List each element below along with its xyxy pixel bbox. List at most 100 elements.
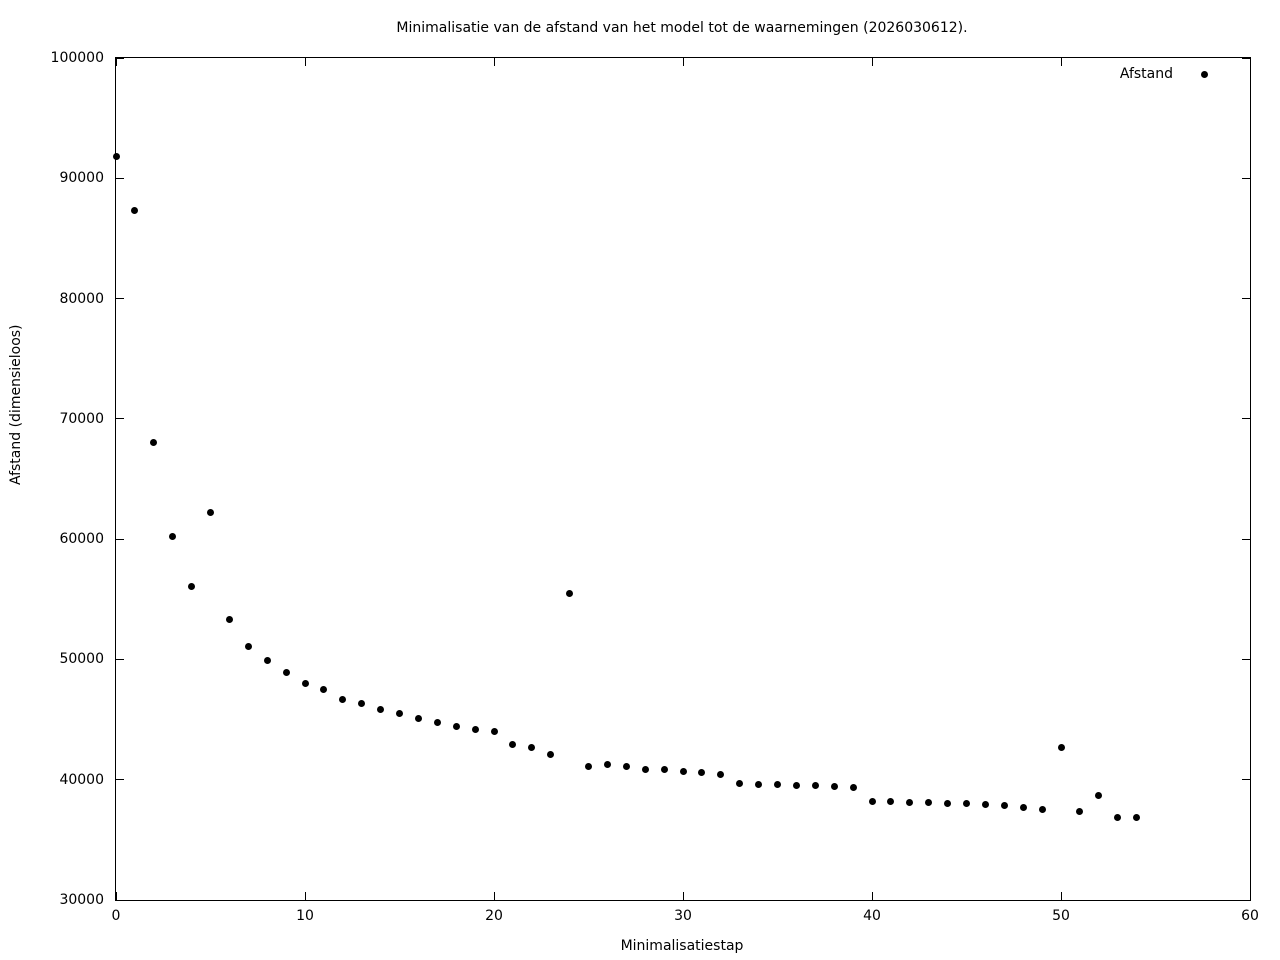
y-tick-label: 100000 [50,50,104,66]
y-tick-mark [116,658,124,660]
legend-label: Afstand [1119,66,1173,82]
data-point [358,700,366,708]
y-tick-mark-mirror [1242,298,1250,300]
data-point [490,728,498,736]
y-tick-mark [116,538,124,540]
data-point [244,642,252,650]
x-tick-mark [115,892,117,900]
y-tick-mark-mirror [1242,779,1250,781]
y-tick-label: 40000 [59,771,104,788]
x-tick-label: 20 [485,908,503,924]
data-point [301,679,309,687]
data-point [906,799,914,807]
data-point [131,207,139,215]
y-tick-mark-mirror [1242,177,1250,179]
data-point [150,439,158,447]
data-point [1133,813,1141,821]
x-tick-mark-mirror [1060,58,1062,66]
x-tick-mark-mirror [115,58,117,66]
data-point [1019,804,1027,812]
data-point [755,781,763,789]
y-tick-label: 90000 [59,170,104,187]
data-point [622,763,630,771]
y-tick-label: 70000 [59,410,104,427]
data-point [717,771,725,779]
x-tick-mark [1060,892,1062,900]
x-tick-label: 0 [111,908,121,924]
x-tick-mark-mirror [493,58,495,66]
y-tick-mark-mirror [1242,418,1250,420]
data-point [641,765,649,773]
data-point [736,780,744,788]
y-tick-label: 60000 [59,531,104,548]
data-point [433,719,441,727]
y-axis-label: Afstand (dimensieloos) [8,324,24,485]
data-point [188,582,196,590]
plot-area: Afstand 0 10 20 30 40 50 60 30000 40000 50000 6000… [51,50,1259,924]
x-tick-label: 10 [296,908,314,924]
data-point [811,782,819,790]
data-point [1095,792,1103,800]
data-point [414,714,422,722]
data-point [282,669,290,677]
y-tick-label: 50000 [59,651,104,668]
y-tick-mark-mirror [1242,57,1250,59]
data-point [792,781,800,789]
data-point [1057,744,1065,752]
y-tick-mark-mirror [1242,538,1250,540]
legend-marker-dot-icon [1201,71,1208,78]
x-tick-mark-mirror [682,58,684,66]
x-tick-mark-mirror [1249,58,1251,66]
data-point [925,799,933,807]
data-point [603,761,611,769]
data-point [509,741,517,749]
data-point [169,532,177,540]
x-tick-label: 30 [674,908,692,924]
x-tick-mark [871,892,873,900]
data-point [585,763,592,771]
data-point [830,783,838,791]
data-point [774,781,781,789]
y-tick-mark [116,779,124,781]
data-point [207,509,214,517]
y-tick-mark [116,298,124,300]
chart-title: Minimalisatie van de afstand van het mod… [396,20,968,36]
data-point [849,784,857,792]
x-tick-label: 60 [1241,908,1259,924]
data-point [547,750,555,758]
data-point [566,590,574,598]
data-point [225,616,233,624]
y-tick-mark [116,57,124,59]
y-tick-label: 30000 [59,892,104,908]
data-point [339,696,347,704]
x-tick-mark-mirror [304,58,306,66]
y-tick-mark-mirror [1242,899,1250,901]
y-tick-mark [116,418,124,420]
data-point [660,765,668,773]
data-point [963,800,970,808]
x-tick-mark [682,892,684,900]
data-point [981,801,989,809]
data-point [263,657,271,665]
data-point [471,726,479,734]
y-tick-mark [116,899,124,901]
data-point [377,706,385,714]
data-point [1114,813,1122,821]
data-point [112,153,120,161]
data-point [1076,808,1084,816]
x-tick-label: 50 [1052,908,1070,924]
data-point [679,767,687,775]
data-point [396,710,403,718]
data-point [1038,806,1046,814]
x-tick-mark-mirror [871,58,873,66]
data-point [944,800,952,808]
data-point [887,798,895,806]
data-point [1000,802,1008,810]
data-point [452,723,460,731]
data-point [528,744,536,752]
x-tick-mark [304,892,306,900]
data-point [320,685,328,693]
x-tick-label: 40 [863,908,881,924]
data-point [868,798,876,806]
